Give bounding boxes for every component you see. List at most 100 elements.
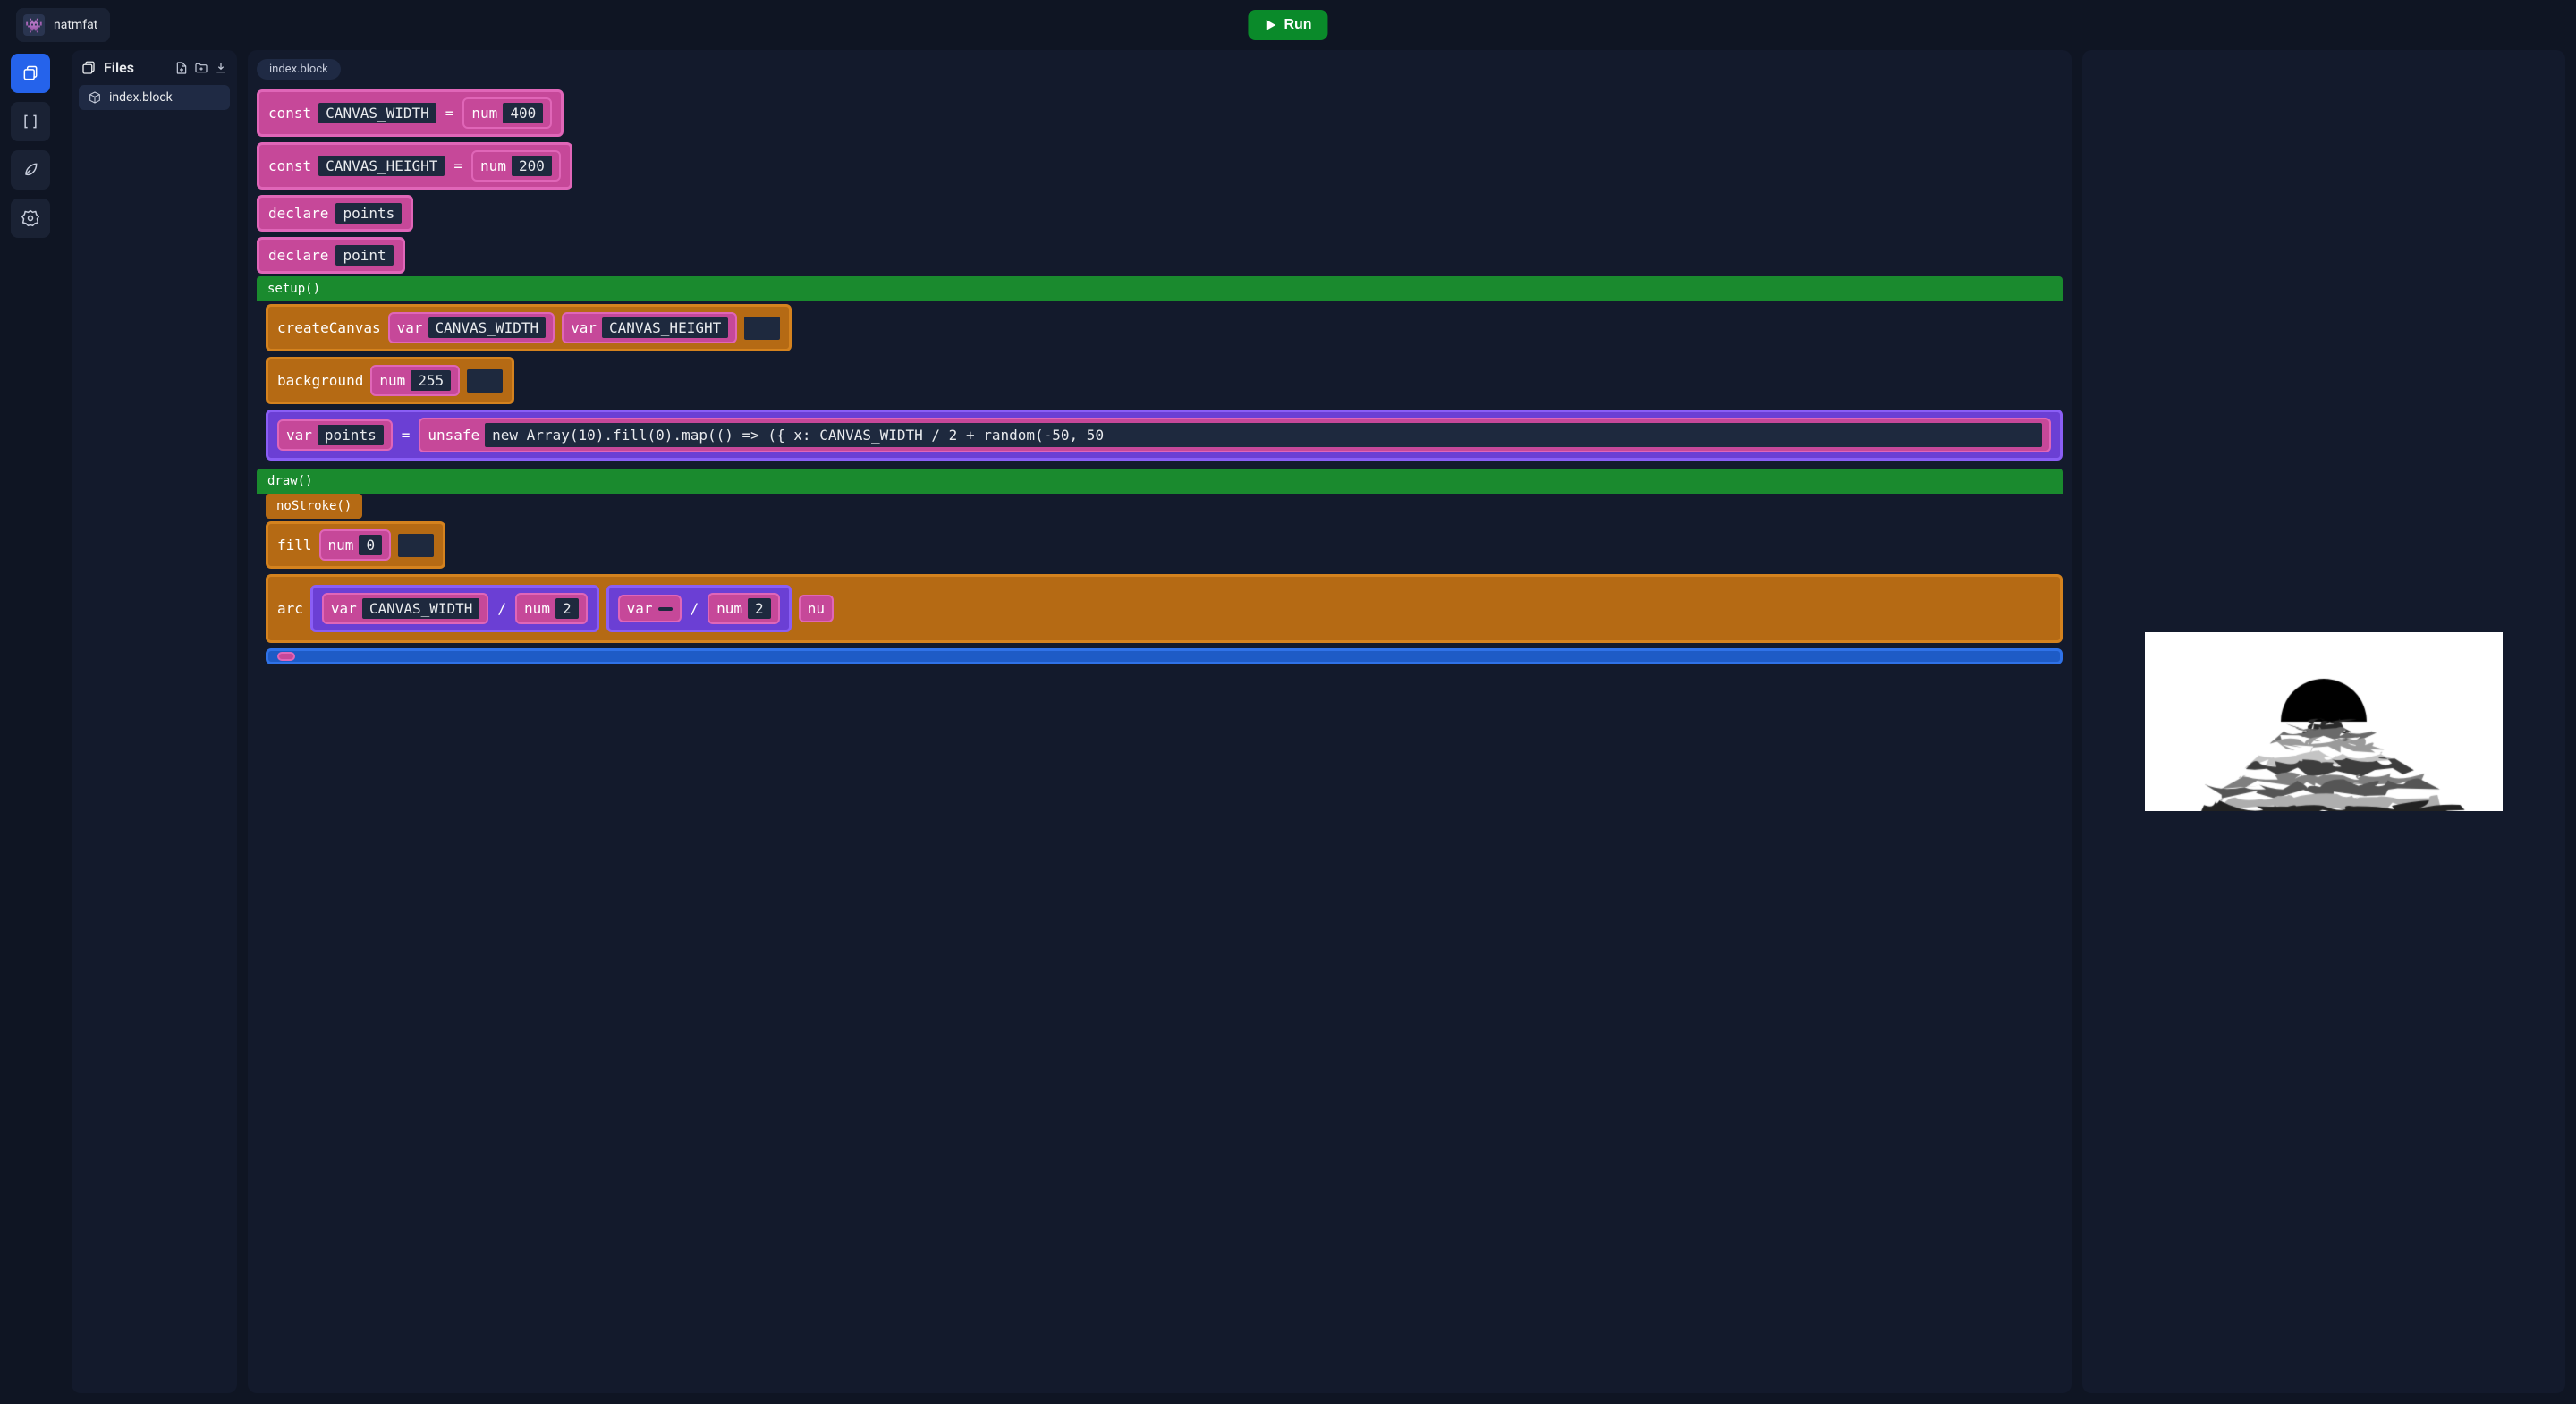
var-name: CANVAS_WIDTH [428, 317, 547, 338]
num-literal-block[interactable]: num 2 [515, 593, 588, 624]
fn-call: noStroke() [276, 499, 352, 513]
block-declare-points[interactable]: declare points [257, 195, 413, 232]
output-panel [2082, 50, 2565, 1393]
num-keyword: num [480, 157, 506, 174]
empty-slot[interactable] [398, 534, 434, 557]
bracket-icon [21, 113, 39, 131]
const-name: CANVAS_WIDTH [318, 103, 436, 123]
fn-name: createCanvas [277, 319, 381, 336]
var-keyword: var [627, 600, 653, 617]
files-header: Files [79, 59, 230, 76]
run-button[interactable]: Run [1248, 10, 1327, 40]
block-partial-blue[interactable] [266, 648, 2063, 664]
empty-slot[interactable] [467, 369, 503, 393]
block-fill[interactable]: fill num 0 [266, 521, 445, 569]
num-literal-block[interactable]: num 200 [471, 150, 561, 182]
files-icon [21, 64, 39, 82]
equals-op: = [452, 157, 464, 174]
const-keyword: const [268, 105, 311, 122]
var-name: CANVAS_WIDTH [362, 598, 480, 619]
num-keyword-truncated: nu [808, 600, 825, 617]
run-label: Run [1284, 17, 1311, 33]
new-folder-icon[interactable] [194, 61, 208, 75]
num-value: 2 [555, 598, 579, 619]
rail-files-button[interactable] [11, 54, 50, 93]
blocks-canvas[interactable]: const CANVAS_WIDTH = num 400 const CANVA… [257, 87, 2063, 1384]
block-declare-point[interactable]: declare point [257, 237, 405, 274]
block-const-height[interactable]: const CANVAS_HEIGHT = num 200 [257, 142, 572, 190]
num-keyword: num [328, 537, 354, 554]
tab-filename[interactable]: index.block [257, 59, 341, 80]
var-keyword: var [397, 319, 423, 336]
var-ref-block[interactable]: var CANVAS_HEIGHT [562, 312, 737, 343]
declare-keyword: declare [268, 205, 328, 222]
fn-name: arc [277, 600, 303, 617]
unsafe-code: new Array(10).fill(0).map(() => ({ x: CA… [485, 423, 2042, 447]
empty-slot[interactable] [744, 317, 780, 340]
block-nostroke[interactable]: noStroke() [266, 494, 362, 519]
num-literal-block[interactable]: num 255 [370, 365, 460, 396]
num-value: 255 [411, 370, 451, 391]
equals-op: = [400, 427, 412, 444]
play-icon [1264, 19, 1276, 31]
block-assign-points[interactable]: var points = unsafe new Array(10).fill(0… [266, 410, 2063, 461]
avatar: 👾 [23, 14, 45, 36]
num-keyword: num [471, 105, 497, 122]
var-keyword: var [286, 427, 312, 444]
files-title: Files [104, 59, 134, 76]
block-setup-header[interactable]: setup() [257, 276, 2063, 301]
unsafe-keyword: unsafe [428, 427, 479, 444]
declare-name: point [335, 245, 393, 266]
new-file-icon[interactable] [174, 61, 189, 75]
block-draw-header[interactable]: draw() [257, 469, 2063, 494]
num-value: 2 [748, 598, 771, 619]
declare-name: points [335, 203, 402, 224]
output-canvas [2145, 632, 2503, 811]
var-name: points [318, 425, 384, 445]
block-const-width[interactable]: const CANVAS_WIDTH = num 400 [257, 89, 564, 137]
var-ref-block[interactable]: var [618, 595, 682, 622]
num-literal-block-truncated[interactable]: nu [799, 595, 834, 622]
var-keyword: var [331, 600, 357, 617]
block-background[interactable]: background num 255 [266, 357, 514, 404]
top-bar: 👾 natmfat Run [0, 0, 2576, 50]
const-name: CANVAS_HEIGHT [318, 156, 445, 176]
expr-block[interactable]: var / num 2 [606, 585, 792, 632]
leaf-icon [21, 161, 39, 179]
file-item[interactable]: index.block [79, 85, 230, 110]
rail-leaf-button[interactable] [11, 150, 50, 190]
equals-op: = [444, 105, 456, 122]
rail-deploy-button[interactable] [11, 102, 50, 141]
num-literal-block[interactable]: num 0 [319, 529, 392, 561]
gear-icon [21, 209, 39, 227]
files-stack-icon [80, 60, 97, 76]
var-ref-block[interactable]: var CANVAS_WIDTH [322, 593, 489, 624]
var-name: CANVAS_HEIGHT [602, 317, 728, 338]
unsafe-block[interactable]: unsafe new Array(10).fill(0).map(() => (… [419, 418, 2051, 452]
num-value: 0 [359, 535, 382, 555]
var-name [658, 607, 673, 611]
main-area: Files index.block index.block const CANV… [0, 50, 2576, 1404]
num-value: 400 [503, 103, 543, 123]
setup-label: setup() [267, 282, 320, 296]
fn-name: fill [277, 537, 312, 554]
username: natmfat [54, 18, 97, 32]
block-create-canvas[interactable]: createCanvas var CANVAS_WIDTH var CANVAS… [266, 304, 792, 351]
files-panel: Files index.block [72, 50, 237, 1393]
divide-op: / [689, 600, 701, 617]
num-literal-block[interactable]: num 400 [462, 97, 552, 129]
num-keyword: num [716, 600, 742, 617]
rail-settings-button[interactable] [11, 199, 50, 238]
var-ref-block[interactable]: var CANVAS_WIDTH [388, 312, 555, 343]
var-ref-block[interactable]: var points [277, 419, 393, 451]
user-chip[interactable]: 👾 natmfat [16, 8, 110, 42]
expr-block[interactable]: var CANVAS_WIDTH / num 2 [310, 585, 599, 632]
var-keyword: var [571, 319, 597, 336]
download-icon[interactable] [214, 61, 228, 75]
num-keyword: num [379, 372, 405, 389]
divide-op: / [496, 600, 508, 617]
draw-label: draw() [267, 474, 313, 488]
block-arc[interactable]: arc var CANVAS_WIDTH / num 2 [266, 574, 2063, 643]
file-name: index.block [109, 90, 173, 105]
num-literal-block[interactable]: num 2 [708, 593, 780, 624]
